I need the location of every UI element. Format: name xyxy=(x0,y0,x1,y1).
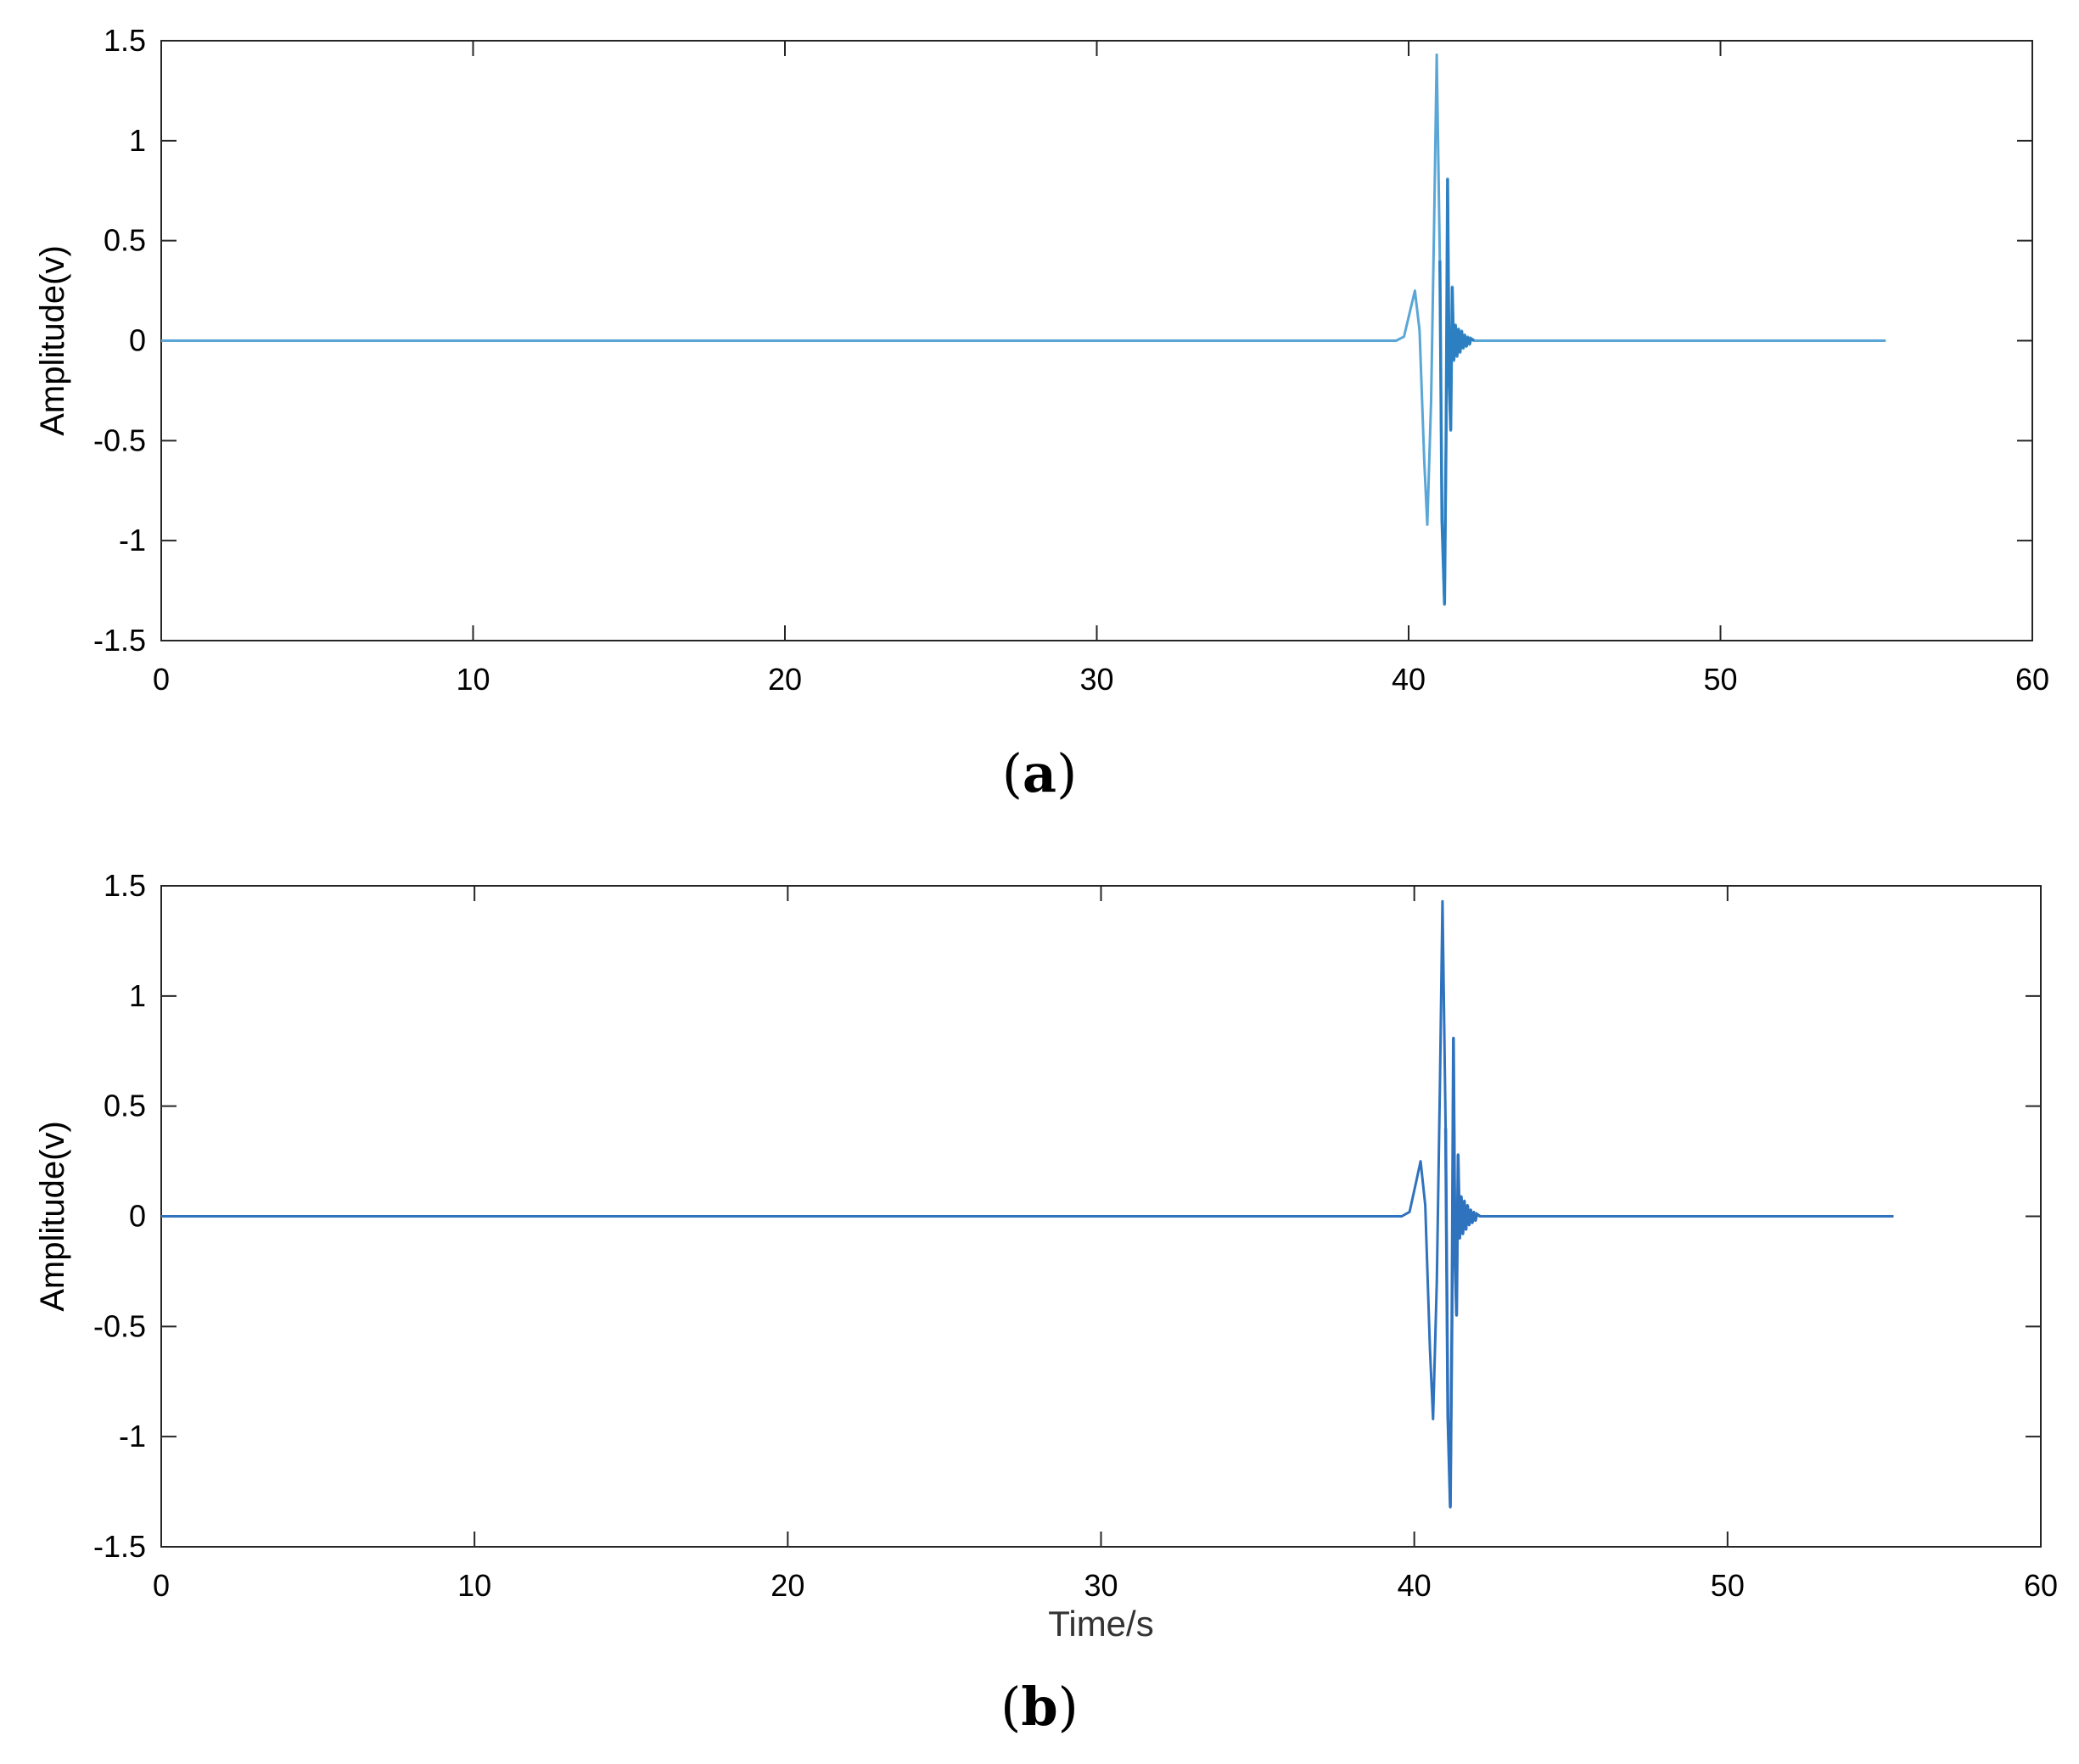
panel-caption-a: (a) xyxy=(1001,742,1078,804)
panel-b-series-line xyxy=(161,899,1894,1509)
panel-b-xtick-label: 0 xyxy=(153,1568,170,1603)
panel-a-ytick-label: 1 xyxy=(129,123,146,158)
panel-a-ytick-label: 0 xyxy=(129,323,146,358)
panel-b-series-burst xyxy=(1443,1038,1482,1508)
panel-b-ytick-label: -0.5 xyxy=(93,1308,146,1343)
panel-b-ylabel: Amplitude(v) xyxy=(34,1121,71,1312)
panel-b-ytick-label: -1 xyxy=(119,1419,146,1453)
panel-a-ytick-label: -0.5 xyxy=(93,423,146,457)
panel-a-series-burst xyxy=(1438,178,1476,605)
chart-panel-b: 0 10 20 30 40 50 60 1.5 1 0.5 0 -0.5 -1 -1.5 Amplitude… xyxy=(34,868,2058,1644)
panel-a-ytick-label: 0.5 xyxy=(104,223,146,258)
panel-a-xtick-label: 0 xyxy=(153,662,170,697)
panel-b-ytick-label: 1 xyxy=(129,978,146,1013)
panel-a-xtick-label: 40 xyxy=(1392,662,1426,697)
panel-a-xtick-label: 50 xyxy=(1703,662,1737,697)
panel-b-xtick-label: 30 xyxy=(1084,1568,1118,1603)
panel-a-ytick-label: -1.5 xyxy=(93,623,146,658)
panel-b-xtick-label: 40 xyxy=(1398,1568,1432,1603)
panel-letter-a: a xyxy=(1022,742,1057,804)
panel-b-ytick-label: 0 xyxy=(129,1199,146,1234)
panel-b-xtick-label: 10 xyxy=(457,1568,491,1603)
panel-b-ytick-label: 1.5 xyxy=(104,868,146,903)
panel-a-xtick-label: 30 xyxy=(1079,662,1113,697)
panel-a-xtick-label: 10 xyxy=(456,662,490,697)
panel-a-ytick-label: 1.5 xyxy=(104,23,146,58)
chart-panel-a: 0 10 20 30 40 50 60 1.5 1 0.5 0 -0.5 -1 -1.5 Amplitude… xyxy=(34,23,2049,697)
panel-a-xtick-label: 20 xyxy=(768,662,802,697)
panel-a-ytick-label: -1 xyxy=(119,523,146,557)
panel-letter-b: b xyxy=(1021,1676,1058,1738)
panel-b-xlabel: Time/s xyxy=(1048,1604,1153,1644)
panel-b-xtick-label: 50 xyxy=(1711,1568,1745,1603)
panel-a-ylabel: Amplitude(v) xyxy=(34,245,71,436)
panel-a-series-line xyxy=(161,53,1886,607)
panel-caption-b: (b) xyxy=(1000,1676,1079,1738)
panel-b-ytick-label: 0.5 xyxy=(104,1089,146,1123)
panel-b-xtick-label: 60 xyxy=(2024,1568,2058,1603)
panel-b-ytick-label: -1.5 xyxy=(93,1529,146,1564)
panel-b-xtick-label: 20 xyxy=(771,1568,804,1603)
panel-a-xtick-label: 60 xyxy=(2015,662,2049,697)
